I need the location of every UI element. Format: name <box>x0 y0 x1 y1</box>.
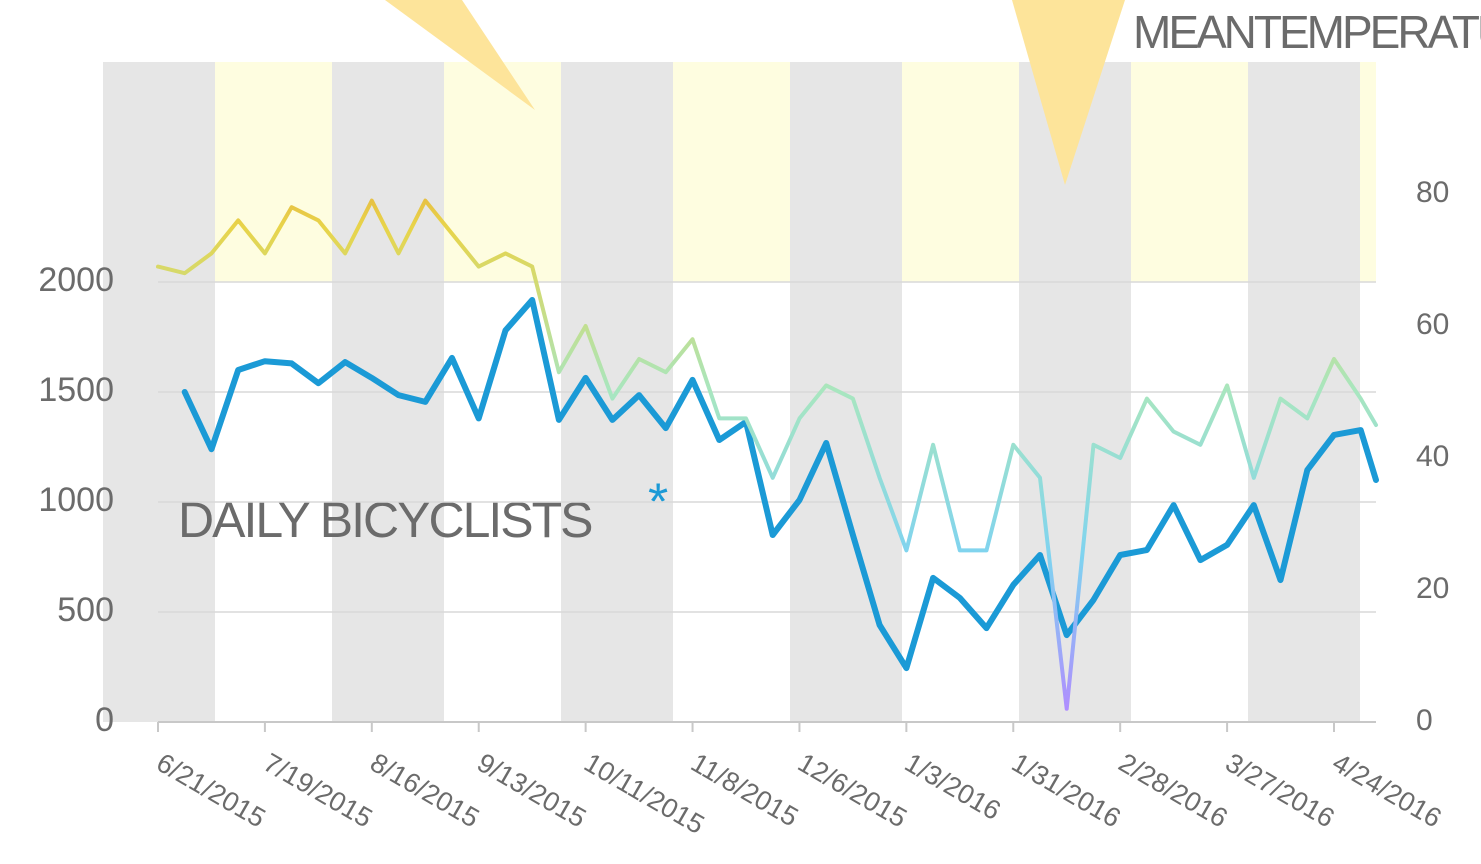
x-tick-label: 8/16/2015 <box>365 747 484 833</box>
x-tick-label: 9/13/2015 <box>472 747 591 833</box>
x-tick-label: 3/27/2016 <box>1221 747 1340 833</box>
callout <box>385 0 535 110</box>
y-tick-label: 500 <box>57 591 114 629</box>
callout <box>1012 0 1125 185</box>
series-line <box>181 297 1379 672</box>
x-tick-label: 1/31/2016 <box>1007 747 1126 833</box>
y2-tick-label: 80 <box>1416 176 1449 209</box>
y2-tick-label: 20 <box>1416 572 1449 605</box>
x-tick-label: 4/24/2016 <box>1327 747 1446 833</box>
y-tick-label: 2000 <box>38 261 114 299</box>
y2-tick-label: 60 <box>1416 308 1449 341</box>
y-tick-label: 0 <box>95 701 114 739</box>
temperature-label: MEANTEMPERATURE <box>1133 6 1481 58</box>
bicyclists-label: DAILY BICYCLISTS <box>178 492 592 548</box>
x-tick-label: 12/6/2015 <box>793 747 912 833</box>
y2-tick-label: 0 <box>1416 704 1433 737</box>
series-line <box>156 198 1378 711</box>
y-tick-label: 1000 <box>38 481 114 519</box>
x-tick-label: 6/21/2015 <box>151 747 270 833</box>
y-tick-label: 1500 <box>38 371 114 409</box>
x-tick-label: 2/28/2016 <box>1114 747 1233 833</box>
x-tick-label: 1/3/2016 <box>900 747 1006 826</box>
x-tick-label: 7/19/2015 <box>258 747 377 833</box>
x-tick-label: 10/11/2015 <box>579 747 709 840</box>
temperature-band <box>103 62 1376 282</box>
y2-tick-label: 40 <box>1416 440 1449 473</box>
